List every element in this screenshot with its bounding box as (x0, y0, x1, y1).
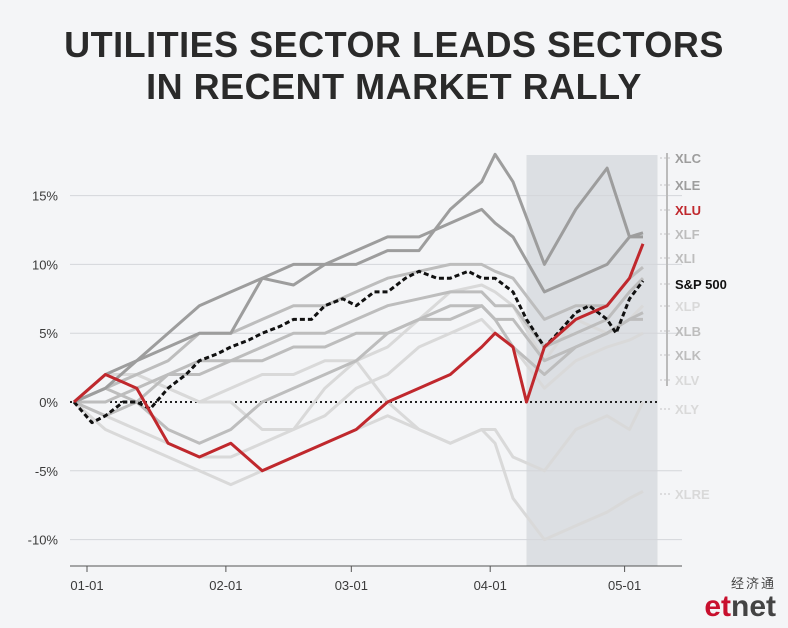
title-line-1: UTILITIES SECTOR LEADS SECTORS (64, 24, 724, 65)
series-label-xlb: XLB (675, 324, 701, 339)
brand-wordmark: etnet (704, 592, 776, 622)
series-line-xlc (73, 152, 643, 404)
x-tick-label: 02-01 (209, 578, 242, 593)
brand-wordmark-net: net (731, 590, 776, 623)
series-line-xlk (73, 304, 643, 445)
series-label-xlc: XLC (675, 151, 702, 166)
x-tick-label: 05-01 (608, 578, 641, 593)
series-labels: XLC XLE XLU XLF XLI S&P 500 XLP XLB XLK XLV XLY XLR… (660, 151, 727, 502)
brand-logo: 经济通 etnet (704, 573, 776, 622)
series-line-xly (73, 400, 645, 487)
series-line-xli (74, 277, 645, 404)
y-tick-label: 5% (39, 326, 58, 341)
series-label-xlu: XLU (675, 203, 701, 218)
y-tick-label: 10% (32, 257, 58, 272)
series-label-xlp: XLP (675, 299, 701, 314)
y-tick-label: 0% (39, 395, 58, 410)
series-lines (72, 152, 645, 542)
series-label-xli: XLI (675, 251, 695, 266)
series-line-xle (73, 207, 644, 404)
y-axis-tick-labels: 15% 10% 5% 0% -5% -10% (28, 189, 59, 548)
series-label-xlre: XLRE (675, 487, 710, 502)
series-label-xle: XLE (675, 178, 701, 193)
chart-title: UTILITIES SECTOR LEADS SECTORS IN RECENT… (0, 24, 788, 108)
x-axis: 01-01 02-01 03-01 04-01 05-01 (70, 565, 682, 593)
x-tick-label: 01-01 (70, 578, 103, 593)
series-label-xlk: XLK (675, 348, 702, 363)
y-tick-label: -10% (28, 533, 59, 548)
brand-chinese-name: 经济通 (730, 577, 776, 592)
series-line-xlf (73, 262, 644, 404)
x-tick-label: 04-01 (474, 578, 507, 593)
x-tick-label: 03-01 (335, 578, 368, 593)
series-label-xlf: XLF (675, 227, 700, 242)
brand-wordmark-et: et (704, 590, 731, 623)
series-label-xly: XLY (675, 402, 699, 417)
series-label-xlv: XLV (675, 373, 700, 388)
series-label-s-p-500: S&P 500 (675, 277, 727, 292)
title-line-2: IN RECENT MARKET RALLY (146, 66, 642, 107)
gridlines (70, 195, 682, 541)
series-line-xlu (73, 243, 645, 473)
y-tick-label: 15% (32, 189, 58, 204)
y-tick-label: -5% (35, 464, 59, 479)
